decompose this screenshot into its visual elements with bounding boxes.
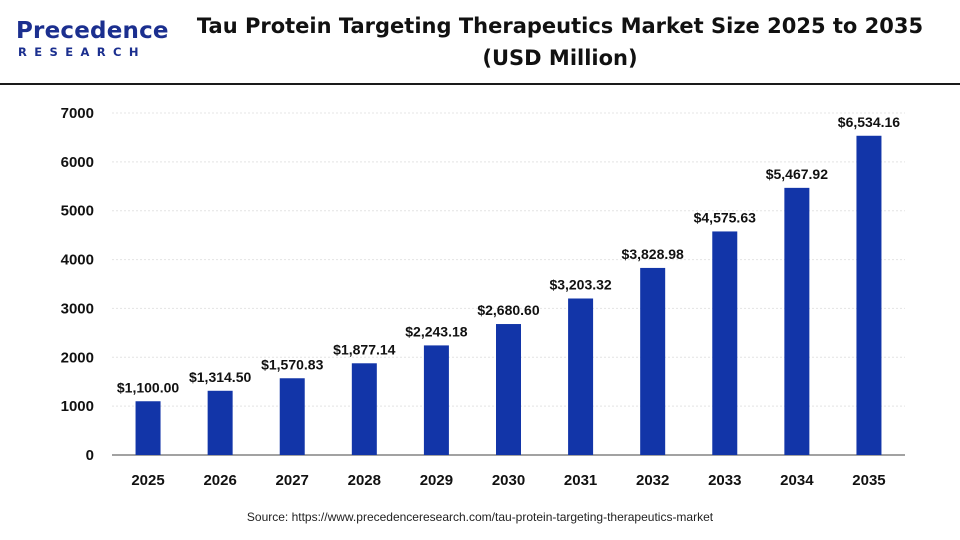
bar (279, 378, 305, 455)
x-tick-label: 2035 (852, 472, 885, 489)
chart-title-line-2: (USD Million) (482, 46, 638, 70)
y-tick-label: 1000 (61, 398, 94, 415)
y-tick-label: 0 (86, 447, 94, 464)
chart-title: Tau Protein Targeting Therapeutics Marke… (180, 10, 940, 74)
x-tick-label: 2029 (420, 472, 453, 489)
bar-value-label: $2,680.60 (477, 302, 539, 318)
bar-value-label: $6,534.16 (838, 114, 900, 130)
bar (207, 390, 233, 455)
gridlines (112, 112, 905, 407)
value-labels: $1,100.00 $1,314.50 $1,570.83 $1,877.14 $2,2… (117, 114, 900, 395)
bar (135, 401, 161, 455)
header-divider (0, 83, 960, 85)
y-tick-label: 6000 (61, 154, 94, 171)
bar-value-label: $5,467.92 (766, 166, 828, 182)
logo-brand-name: Precedence (16, 18, 169, 44)
bar (856, 135, 882, 455)
y-tick-label: 2000 (61, 349, 94, 366)
bar (496, 324, 521, 455)
x-tick-label: 2031 (564, 472, 597, 489)
x-tick-label: 2028 (348, 472, 381, 489)
bar (712, 231, 738, 455)
y-tick-label: 3000 (61, 300, 94, 317)
x-tick-label: 2026 (203, 472, 236, 489)
source-note: Source: https://www.precedenceresearch.c… (246, 510, 714, 524)
bar-value-label: $1,877.14 (333, 341, 395, 357)
bar-value-label: $2,243.18 (405, 323, 467, 339)
bars (135, 135, 882, 455)
bar-chart: $1,100.00 $1,314.50 $1,570.83 $1,877.14 $2,2… (61, 105, 905, 489)
bar (351, 363, 377, 455)
y-tick-label: 5000 (61, 203, 94, 220)
bar-value-label: $1,100.00 (117, 379, 179, 395)
bar (640, 267, 666, 455)
x-tick-label: 2027 (276, 472, 309, 489)
header: Precedence RESEARCH Tau Protein Targetin… (0, 0, 960, 83)
bar (568, 298, 594, 455)
bar-value-label: $3,828.98 (622, 246, 684, 262)
bar (784, 187, 810, 455)
bar (423, 345, 449, 455)
x-tick-label: 2025 (131, 472, 164, 489)
x-tick-label: 2034 (780, 472, 814, 489)
y-tick-label: 4000 (61, 252, 94, 269)
precedence-research-logo: Precedence RESEARCH (16, 18, 169, 64)
y-tick-label: 7000 (61, 105, 94, 122)
x-tick-label: 2030 (492, 472, 525, 489)
x-axis-ticks: 2025 2026 2027 2028 2029 2030 2031 2032 2033 2034… (131, 472, 885, 489)
bar-value-label: $3,203.32 (549, 276, 611, 292)
chart-title-line-1: Tau Protein Targeting Therapeutics Marke… (196, 14, 924, 38)
logo-tagline: RESEARCH (18, 45, 146, 59)
x-tick-label: 2032 (636, 472, 669, 489)
bar-value-label: $4,575.63 (694, 209, 756, 225)
y-axis-ticks: 0 1000 2000 3000 4000 5000 6000 7000 (61, 105, 94, 464)
x-tick-label: 2033 (708, 472, 741, 489)
bar-value-label: $1,570.83 (261, 356, 323, 372)
bar-value-label: $1,314.50 (189, 369, 251, 385)
